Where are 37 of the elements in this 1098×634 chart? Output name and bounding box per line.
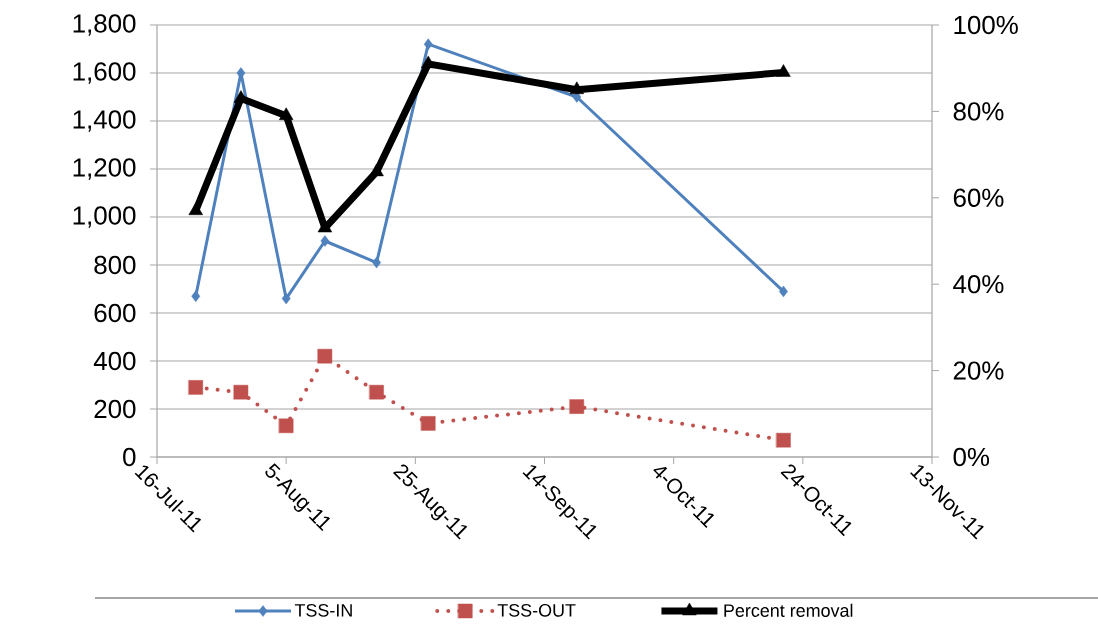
point <box>320 235 330 247</box>
point <box>776 432 791 448</box>
point <box>317 348 333 364</box>
point <box>233 384 249 400</box>
legend-label: Percent removal <box>724 603 853 617</box>
y2-tick-label: 100% <box>954 15 1018 35</box>
point <box>188 202 203 216</box>
point <box>569 399 585 414</box>
point <box>188 380 203 395</box>
point <box>423 38 433 50</box>
y-tick-label: 800 <box>94 255 136 275</box>
point <box>281 292 291 305</box>
point <box>369 163 384 177</box>
point <box>278 418 294 434</box>
y-tick-label: 1,200 <box>73 158 136 180</box>
y2-tick-label: 40% <box>953 275 1004 294</box>
legend-label: TSS-OUT <box>497 603 576 617</box>
y-tick-label: 400 <box>93 351 136 371</box>
y-tick-label: 1,000 <box>73 206 136 228</box>
y-tick-label: 1,800 <box>73 14 136 36</box>
y-tick-label: 0 <box>123 447 136 467</box>
legend-label: TSS-IN <box>294 603 352 617</box>
point <box>369 384 384 400</box>
y-tick-label: 600 <box>94 303 136 323</box>
y2-tick-label: 0% <box>953 447 990 467</box>
point <box>278 107 294 120</box>
point <box>776 64 791 77</box>
point <box>191 290 201 302</box>
point <box>421 55 436 69</box>
point <box>421 416 436 431</box>
y-tick-label: 200 <box>94 399 136 419</box>
y2-tick-label: 80% <box>953 102 1004 121</box>
y-tick-label: 1,600 <box>73 62 136 84</box>
point <box>569 81 584 95</box>
y2-tick-label: 60% <box>953 188 1004 207</box>
y-tick-label: 1,400 <box>73 110 136 132</box>
y2-tick-label: 20% <box>953 361 1004 380</box>
